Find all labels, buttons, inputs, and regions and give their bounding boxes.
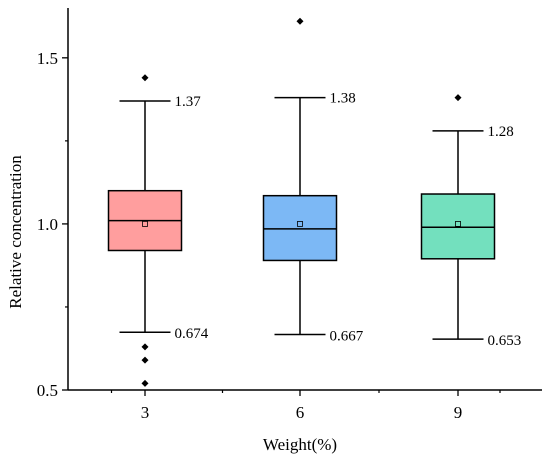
y-axis-title: Relative concentration — [6, 155, 25, 309]
whisker-high-label: 1.37 — [175, 94, 202, 110]
x-tick-label: 9 — [454, 403, 463, 422]
iqr-box — [420, 193, 496, 260]
y-tick-label: 0.5 — [37, 381, 58, 400]
mean-marker — [455, 221, 461, 227]
outlier-point — [141, 343, 149, 351]
whisker-high-label: 1.28 — [488, 124, 514, 140]
axes: 0.5 1.0 1.5 3 6 9 — [37, 8, 542, 422]
mean-marker — [297, 221, 303, 227]
outlier-point — [296, 17, 304, 25]
x-axis-title: Weight(%) — [263, 435, 337, 454]
y-tick-label: 1.0 — [37, 215, 58, 234]
whisker-low-label: 0.667 — [330, 329, 364, 345]
box-group-3: 1.37 0.674 — [107, 74, 209, 387]
box-group-6: 1.38 0.667 — [262, 17, 364, 345]
outlier-point — [141, 74, 149, 82]
outlier-point — [141, 356, 149, 364]
outlier-point — [454, 94, 462, 102]
box-group-9: 1.28 0.653 — [420, 94, 522, 349]
x-tick-label: 3 — [141, 403, 150, 422]
y-tick-label: 1.5 — [37, 49, 58, 68]
boxes: 1.37 0.674 1.38 0.667 1.28 0.653 — [107, 17, 522, 387]
whisker-low-label: 0.653 — [488, 333, 522, 349]
x-tick-label: 6 — [296, 403, 305, 422]
whisker-low-label: 0.674 — [175, 326, 209, 342]
outlier-point — [141, 379, 149, 387]
mean-marker — [142, 221, 148, 227]
iqr-box — [262, 194, 338, 262]
whisker-high-label: 1.38 — [330, 91, 356, 107]
